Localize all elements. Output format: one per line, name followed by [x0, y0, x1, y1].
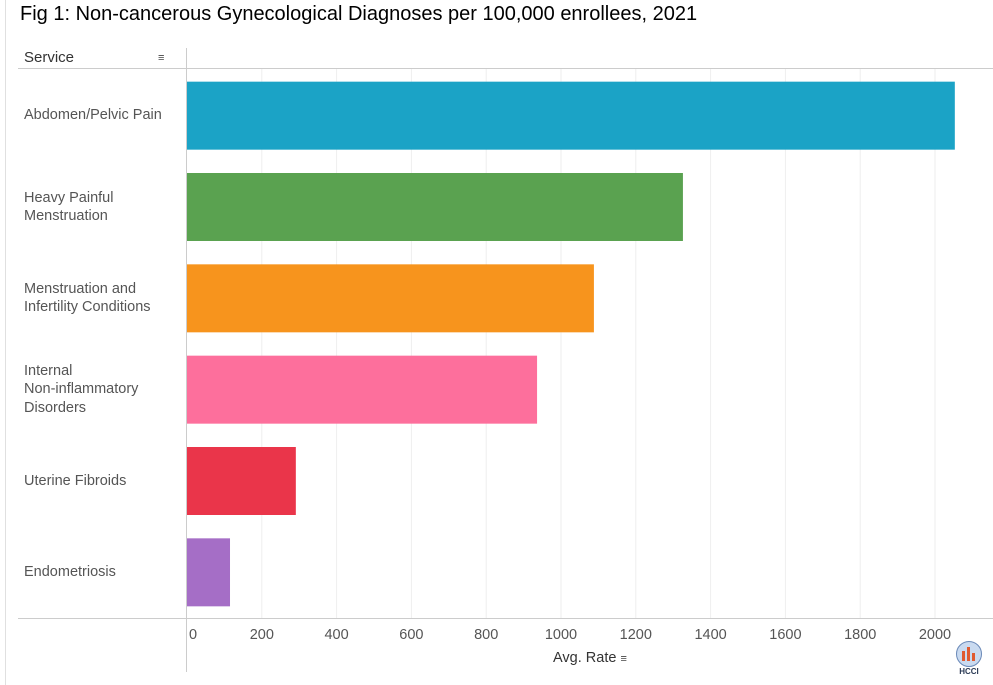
x-tick-label: 400 — [324, 627, 348, 643]
sort-icon[interactable]: ≡ — [620, 653, 627, 665]
x-tick-label: 1800 — [844, 627, 876, 643]
category-label: Uterine Fibroids — [24, 472, 184, 491]
category-label-line: Uterine Fibroids — [24, 472, 127, 489]
category-header: Service — [24, 49, 75, 66]
category-label-line: Menstruation — [24, 208, 108, 224]
x-tick-label: 800 — [474, 627, 498, 643]
x-tick-label: 200 — [250, 627, 274, 643]
category-label-line: Menstruation and — [24, 280, 137, 297]
category-label-line: Infertility Conditions — [24, 299, 151, 316]
category-label-line: Heavy Painful — [24, 189, 114, 206]
hcci-logo: HCCI — [955, 641, 983, 676]
category-label: Endometriosis — [24, 563, 184, 582]
x-tick-label: 600 — [399, 627, 423, 643]
bar — [187, 355, 538, 424]
bar — [187, 264, 594, 333]
x-tick-label: 1000 — [545, 627, 577, 643]
category-label: Internal Non-inflammatory Disorders — [24, 362, 184, 418]
category-label-line: Internal — [24, 362, 73, 379]
category-label: Heavy Painful Menstruation — [24, 189, 184, 226]
panel-edge — [5, 0, 6, 685]
x-axis-label: Avg. Rate ≡ — [553, 650, 627, 666]
x-tick-label: 1200 — [620, 627, 652, 643]
sort-icon[interactable]: ≡ — [158, 52, 165, 64]
bar — [187, 81, 955, 150]
category-label-line: Non-inflammatory — [24, 381, 139, 398]
chart-title: Fig 1: Non-cancerous Gynecological Diagn… — [20, 3, 698, 25]
x-tick-label: 0 — [189, 627, 197, 643]
x-axis-label-text: Avg. Rate — [553, 650, 617, 666]
category-label-line: Disorders — [24, 399, 87, 416]
category-label-line: Endometriosis — [24, 564, 116, 581]
x-tick-label: 1600 — [769, 627, 801, 643]
category-label: Abdomen/Pelvic Pain — [24, 106, 184, 125]
category-label-line: Abdomen/Pelvic Pain — [24, 107, 162, 124]
bar — [187, 538, 231, 607]
bar — [187, 447, 296, 515]
bar — [187, 173, 683, 241]
x-tick-label: 2000 — [919, 627, 951, 643]
category-label: Menstruation and Infertility Conditions — [24, 280, 184, 317]
x-tick-label: 1400 — [694, 627, 726, 643]
